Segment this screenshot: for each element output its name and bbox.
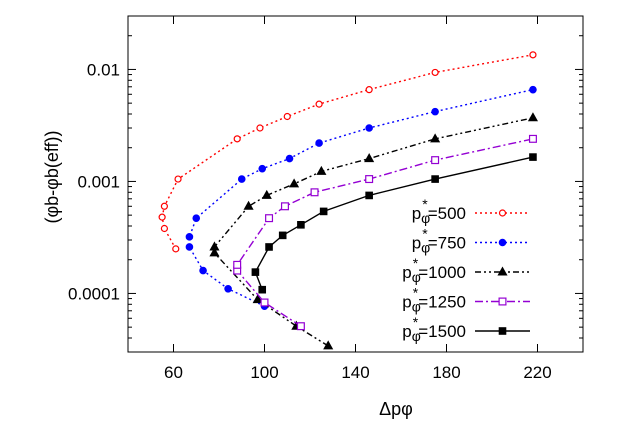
series-1 [158, 51, 537, 253]
data-point [431, 68, 439, 77]
data-point [192, 214, 201, 222]
x-tick-label: 60 [164, 363, 183, 382]
data-point [209, 241, 220, 251]
data-point [252, 294, 263, 304]
data-point [364, 153, 375, 163]
data-point [296, 322, 305, 331]
data-point [260, 298, 269, 307]
data-point [278, 231, 287, 240]
data-point [365, 175, 374, 184]
legend-label: pφ*=1500 [402, 314, 466, 344]
data-point [251, 268, 260, 276]
legend-marker [497, 266, 508, 276]
data-point [310, 188, 319, 197]
data-point [430, 133, 441, 143]
data-point [285, 154, 294, 163]
data-point [243, 200, 254, 210]
data-point [237, 175, 246, 183]
legend-marker [498, 238, 507, 247]
legend-item: pφ*=750 [412, 226, 530, 256]
svg-text:(φb-φb(eff)): (φb-φb(eff)) [42, 130, 62, 223]
data-point [160, 224, 168, 233]
data-point [365, 86, 373, 94]
x-axis-title: Δpφ [379, 399, 413, 419]
legend-label: pφ*=750 [412, 226, 466, 256]
data-point [323, 340, 334, 350]
series-line [236, 138, 534, 327]
data-point [256, 124, 264, 132]
data-point [431, 107, 439, 116]
series-4 [233, 134, 537, 331]
legend-marker [498, 297, 507, 306]
data-point [529, 51, 537, 59]
series-line [161, 54, 534, 250]
data-point [365, 124, 373, 132]
data-point [233, 135, 241, 143]
data-point [431, 175, 439, 183]
data-point [528, 134, 537, 143]
data-point [529, 85, 537, 94]
data-point [316, 165, 327, 175]
x-tick-label: 180 [432, 363, 460, 382]
series-line [254, 156, 534, 290]
legend-label: pφ*=500 [412, 196, 466, 226]
data-point [158, 213, 166, 221]
data-point [297, 221, 305, 229]
data-point [199, 266, 207, 275]
legend-marker [498, 209, 507, 217]
data-point [261, 189, 272, 199]
data-point [233, 260, 242, 269]
legend-label: pφ*=1250 [402, 285, 466, 315]
data-point [185, 233, 194, 241]
series-2 [185, 85, 537, 310]
y-tick-label: 0.0001 [68, 284, 120, 303]
legend-item: pφ*=1500 [402, 314, 530, 344]
data-point [527, 112, 539, 122]
data-point [224, 285, 232, 293]
legend-label: pφ*=1000 [402, 255, 466, 285]
data-point [315, 100, 323, 108]
data-point [315, 139, 323, 147]
y-tick-label: 0.01 [87, 60, 120, 79]
data-point [283, 112, 291, 121]
data-point [160, 202, 168, 210]
x-tick-label: 220 [523, 363, 551, 382]
x-tick-label: 140 [341, 363, 369, 382]
data-point [172, 245, 180, 253]
legend-marker [498, 327, 507, 335]
data-point [265, 214, 274, 223]
legend-item: pφ*=1000 [402, 255, 530, 285]
data-point [258, 164, 267, 173]
y-axis-title: (φb-φb(eff)) [42, 130, 62, 223]
series-5 [251, 153, 537, 294]
data-point [174, 175, 182, 183]
x-tick-label: 100 [250, 363, 278, 382]
legend-item: pφ*=500 [412, 196, 530, 226]
data-point [431, 156, 440, 165]
data-point [319, 207, 328, 216]
data-point [209, 247, 220, 257]
data-point [365, 191, 373, 200]
y-tick-label: 0.001 [77, 172, 120, 191]
legend-item: pφ*=1250 [402, 285, 530, 315]
data-point [289, 178, 300, 188]
data-point [185, 243, 194, 251]
data-point [529, 153, 537, 161]
series-line [213, 117, 534, 347]
data-point [258, 285, 267, 294]
data-point [265, 243, 273, 251]
data-point [280, 202, 289, 211]
